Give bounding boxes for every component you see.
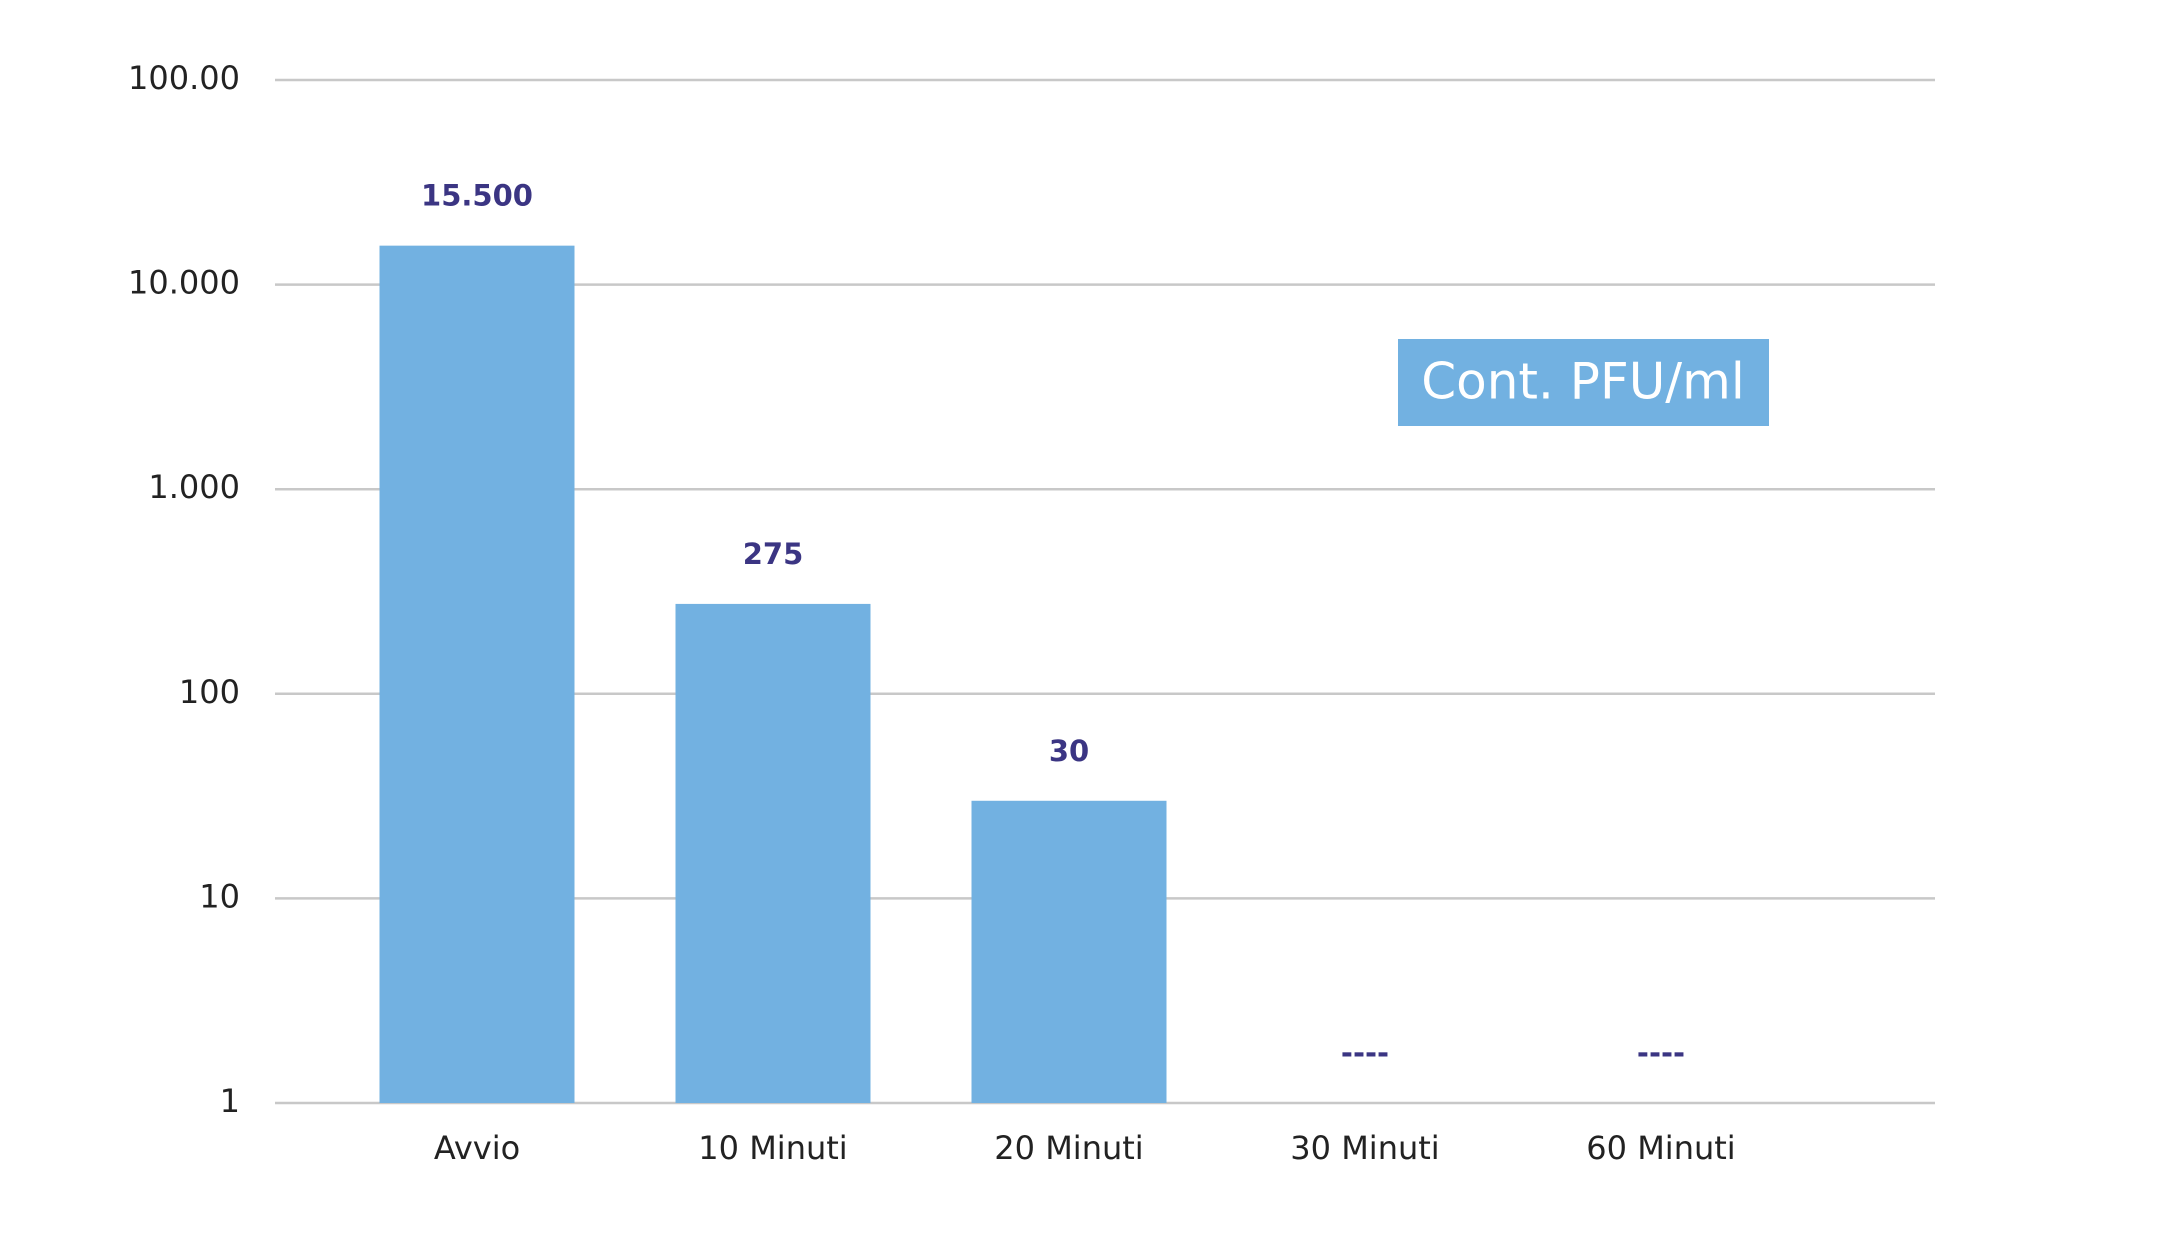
bar xyxy=(379,245,575,1103)
x-tick-label: Avvio xyxy=(434,1129,520,1167)
y-tick-label: 10.000 xyxy=(128,264,240,302)
data-label: 275 xyxy=(743,537,804,571)
data-label: 30 xyxy=(1049,734,1089,768)
y-tick-label: 1 xyxy=(220,1082,240,1120)
bar xyxy=(675,603,871,1103)
x-tick-label: 30 Minuti xyxy=(1290,1129,1439,1167)
legend-box xyxy=(1398,339,1769,426)
x-tick-label: 20 Minuti xyxy=(994,1129,1143,1167)
data-label: ---- xyxy=(1341,1036,1389,1070)
data-label: 15.500 xyxy=(421,179,533,213)
y-tick-label: 100.00 xyxy=(128,59,240,97)
legend-label: Cont. PFU/ml xyxy=(1421,353,1745,411)
bar xyxy=(971,800,1167,1103)
x-tick-label: 60 Minuti xyxy=(1586,1129,1735,1167)
y-tick-label: 1.000 xyxy=(148,468,240,506)
y-tick-label: 100 xyxy=(179,673,240,711)
x-tick-label: 10 Minuti xyxy=(698,1129,847,1167)
y-tick-label: 10 xyxy=(199,877,240,915)
data-label: ---- xyxy=(1637,1036,1685,1070)
